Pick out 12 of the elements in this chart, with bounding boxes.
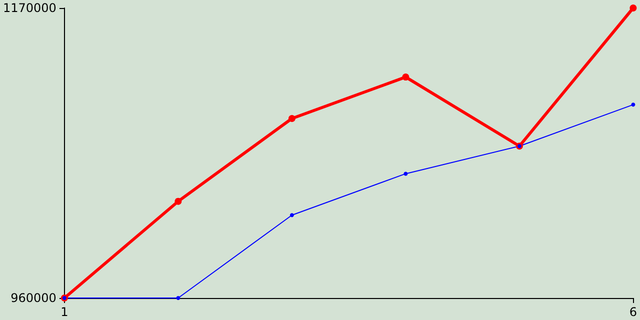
point <box>288 114 296 122</box>
point <box>402 74 410 81</box>
x-tick-label: 1 <box>60 305 68 319</box>
point <box>404 172 408 176</box>
point <box>290 213 294 218</box>
point <box>174 198 182 205</box>
point <box>630 4 637 12</box>
y-tick-label: 960000 <box>10 291 56 305</box>
point <box>176 296 180 300</box>
x-tick-label: 6 <box>629 305 638 319</box>
y-tick-label: 1170000 <box>2 1 56 15</box>
point <box>631 102 636 107</box>
